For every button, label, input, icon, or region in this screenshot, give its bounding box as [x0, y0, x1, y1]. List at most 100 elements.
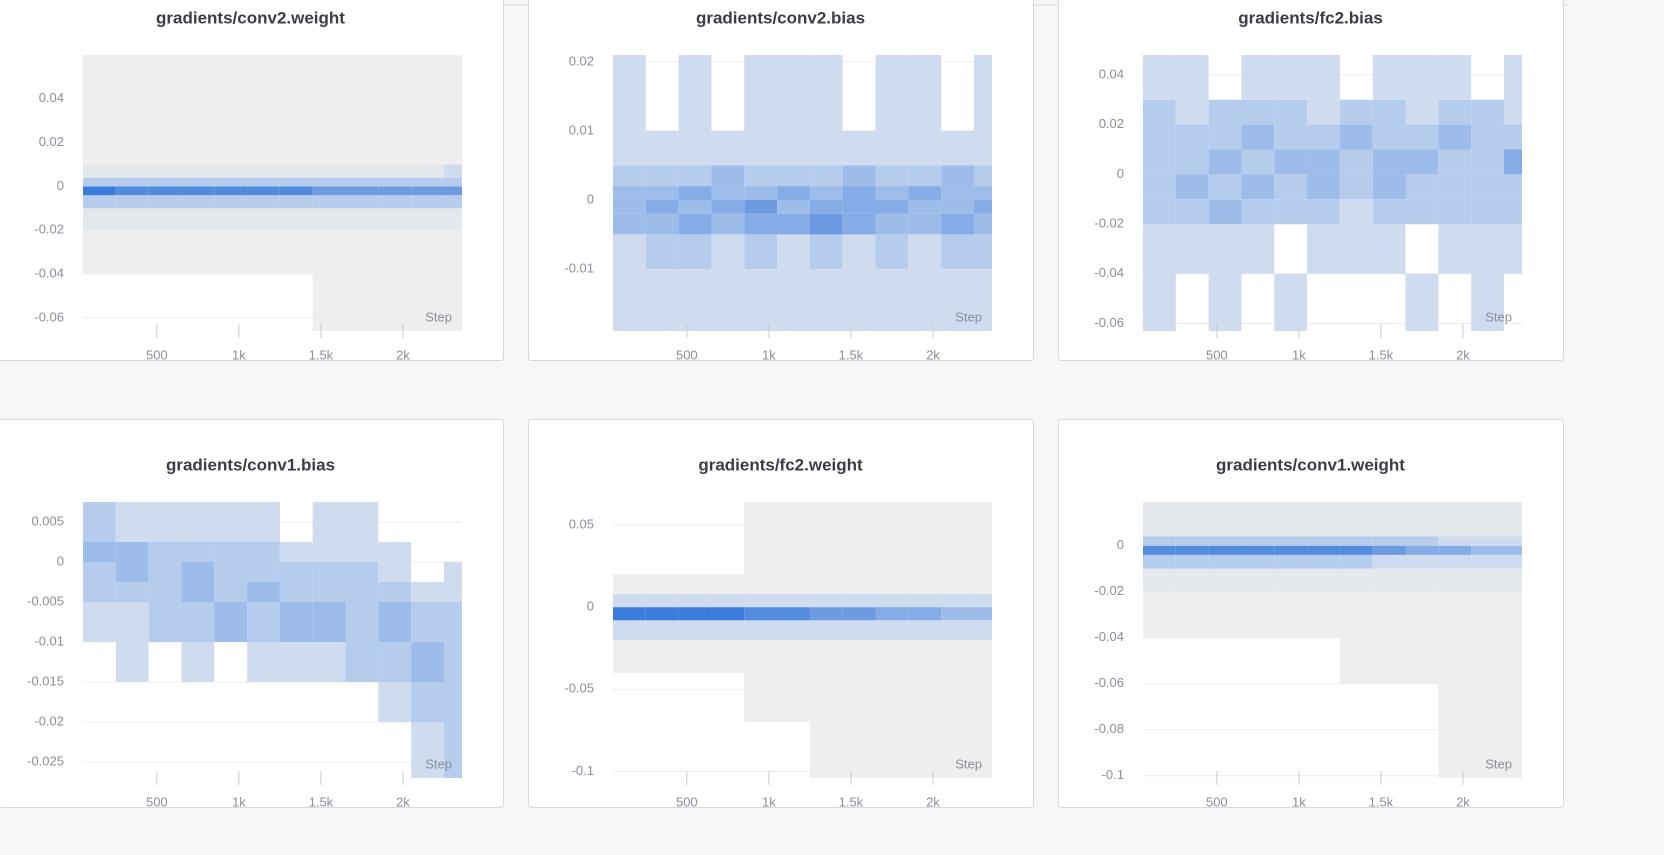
heat-cell: [345, 502, 379, 542]
heat-cell: [711, 594, 745, 608]
heat-cell: [411, 682, 444, 722]
heat-cell: [1274, 199, 1308, 225]
heat-cell: [1175, 591, 1209, 638]
heat-cell: [1208, 199, 1242, 225]
heat-cell: [115, 562, 149, 582]
heat-cell: [83, 164, 116, 178]
chart-title: gradients/conv1.bias: [166, 455, 335, 474]
heat-cell: [711, 165, 745, 187]
heat-cell: [941, 722, 974, 778]
heat-cell: [1241, 568, 1275, 592]
heat-cell: [1471, 124, 1504, 150]
heat-cell: [1339, 124, 1373, 150]
heat-cell: [247, 230, 280, 275]
heat-cell: [1438, 55, 1472, 100]
heat-cell: [411, 55, 444, 143]
heat-cell: [908, 55, 942, 131]
heat-cell: [777, 199, 810, 214]
x-tick-label: 500: [146, 794, 168, 809]
chart-title: gradients/fc2.bias: [1238, 8, 1383, 27]
heat-cell: [1503, 55, 1522, 100]
x-tick-label: 1k: [1292, 794, 1306, 809]
heat-cell: [1503, 224, 1522, 274]
heat-cell: [842, 620, 876, 640]
heat-cell: [645, 213, 679, 235]
heat-cell: [744, 234, 778, 269]
heat-cell: [809, 620, 843, 640]
heat-cell: [345, 274, 379, 331]
x-tick-label: 1k: [232, 794, 246, 809]
heat-cell: [1438, 568, 1472, 592]
heat-cell: [115, 542, 149, 562]
heat-cell: [1372, 545, 1406, 555]
heat-cell: [711, 234, 745, 269]
heat-cell: [345, 642, 379, 682]
heat-cell: [973, 502, 992, 575]
heat-cell: [247, 582, 280, 602]
heat-cell: [941, 130, 974, 166]
panel: gradients/fc2.bias -0.06 -0.04 -0.02 0 0.02 0.…: [1058, 0, 1564, 362]
heat-cell: [842, 722, 876, 778]
heat-cell: [1471, 591, 1504, 638]
heat-cell: [1175, 568, 1209, 592]
x-tick-label: 2k: [926, 794, 940, 809]
heat-cell: [83, 186, 116, 196]
heat-cell: [411, 722, 444, 778]
y-tick-label: 0.02: [569, 53, 594, 68]
y-tick-label: -0.06: [34, 309, 64, 324]
heat-cell: [443, 602, 462, 642]
heat-cell: [115, 186, 149, 196]
x-tick-label: 1.5k: [1369, 347, 1394, 362]
heat-cell: [345, 562, 379, 582]
x-axis-label: Step: [1485, 756, 1512, 771]
y-tick-label: -0.06: [1094, 675, 1124, 690]
heat-cell: [443, 230, 462, 275]
x-tick-label: 500: [676, 347, 698, 362]
heat-cell: [1405, 591, 1439, 638]
heat-cell: [973, 620, 992, 640]
heat-cell: [809, 55, 843, 131]
heat-cell: [744, 574, 778, 594]
heat-cell: [115, 602, 149, 642]
heat-cell: [345, 177, 379, 187]
heat-cell: [744, 607, 778, 621]
heat-cell: [1405, 55, 1439, 100]
heat-cell: [777, 672, 810, 723]
heat-cell: [345, 195, 379, 209]
heat-cell: [115, 177, 149, 187]
heat-cell: [411, 230, 444, 275]
heat-cell: [1208, 273, 1242, 331]
y-tick-label: 0.01: [569, 122, 594, 137]
heat-cell: [148, 582, 182, 602]
heat-cell: [941, 607, 974, 621]
y-tick-label: -0.02: [1094, 216, 1124, 231]
heat-cell: [279, 542, 313, 562]
heat-cell: [1208, 545, 1242, 555]
heat-cell: [83, 208, 116, 231]
heat-cell: [1307, 199, 1340, 225]
heat-cell: [148, 55, 182, 143]
heat-cell: [312, 230, 346, 275]
heat-cell: [411, 642, 444, 682]
x-tick-label: 1k: [762, 794, 776, 809]
heat-cell: [1405, 273, 1439, 331]
heat-cell: [1241, 99, 1275, 125]
heat-cell: [1143, 55, 1176, 100]
heat-cell: [443, 195, 462, 209]
y-tick-label: -0.02: [34, 222, 64, 237]
heat-cell: [711, 607, 745, 621]
heat-cell: [1175, 536, 1209, 546]
y-tick-label: -0.1: [572, 763, 594, 778]
heat-cell: [875, 186, 909, 200]
heat-cell: [1241, 199, 1275, 225]
heat-cell: [941, 620, 974, 640]
heat-cell: [148, 502, 182, 542]
heat-cell: [443, 682, 462, 722]
y-tick-label: 0: [57, 553, 64, 568]
heat-cell: [345, 230, 379, 275]
heat-cell: [1208, 149, 1242, 175]
heat-cell: [411, 177, 444, 187]
heat-cell: [1405, 637, 1439, 684]
y-tick-label: -0.04: [1094, 629, 1124, 644]
heat-cell: [809, 130, 843, 166]
